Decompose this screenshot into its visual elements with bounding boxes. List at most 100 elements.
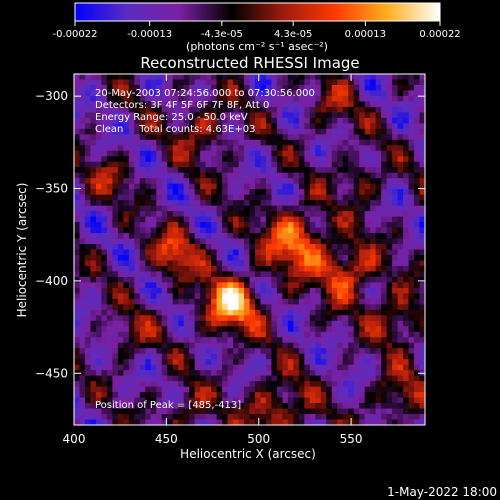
heatmap-cell [211, 309, 218, 316]
heatmap-cell [287, 84, 294, 92]
heatmap-cell [244, 128, 251, 135]
heatmap-cell [359, 265, 366, 273]
heatmap-cell [145, 123, 152, 130]
heatmap-cell [167, 381, 174, 388]
heatmap-cell [381, 254, 388, 262]
heatmap-cell [74, 194, 81, 201]
heatmap-cell [211, 249, 218, 256]
heatmap-cell [271, 178, 278, 185]
heatmap-cell [408, 353, 415, 360]
heatmap-cell [90, 106, 97, 113]
heatmap-cell [238, 364, 245, 371]
heatmap-cell [397, 276, 404, 283]
heatmap-cell [156, 101, 163, 108]
heatmap-cell [156, 95, 163, 103]
heatmap-cell [249, 161, 256, 168]
heatmap-cell [271, 128, 278, 135]
heatmap-cell [112, 249, 119, 256]
heatmap-cell [139, 359, 146, 366]
heatmap-cell [309, 293, 316, 300]
heatmap-cell [216, 386, 223, 393]
heatmap-cell [364, 123, 371, 130]
heatmap-cell [331, 271, 338, 278]
heatmap-cell [112, 315, 119, 322]
heatmap-cell [265, 156, 273, 163]
heatmap-cell [90, 403, 97, 410]
heatmap-cell [304, 304, 311, 311]
heatmap-cell [205, 381, 212, 388]
heatmap-cell [95, 200, 103, 207]
heatmap-cell [304, 414, 311, 421]
heatmap-cell [397, 95, 404, 103]
heatmap-cell [287, 128, 294, 135]
heatmap-cell [79, 216, 86, 223]
heatmap-cell [189, 287, 196, 294]
heatmap-cell [117, 156, 124, 163]
heatmap-cell [260, 244, 267, 251]
heatmap-cell [254, 260, 262, 267]
heatmap-cell [249, 95, 256, 103]
heatmap-cell [74, 254, 81, 262]
heatmap-cell [414, 84, 421, 92]
heatmap-cell [117, 298, 124, 305]
heatmap-cell [381, 183, 388, 190]
heatmap-cell [337, 320, 344, 327]
heatmap-cell [293, 293, 300, 300]
heatmap-cell [205, 414, 212, 421]
heatmap-cell [331, 331, 338, 338]
heatmap-cell [419, 216, 425, 223]
heatmap-cell [227, 172, 234, 179]
heatmap-cell [249, 205, 256, 212]
colorbar-units: (photons cm⁻² s⁻¹ asec⁻²) [186, 40, 328, 53]
heatmap-cell [101, 348, 108, 355]
heatmap-cell [315, 348, 322, 355]
heatmap-cell [74, 375, 81, 382]
heatmap-cell [315, 167, 322, 174]
heatmap-cell [304, 145, 311, 152]
heatmap-cell [117, 101, 124, 108]
heatmap-cell [271, 331, 278, 338]
heatmap-cell [112, 112, 119, 119]
heatmap-cell [123, 161, 130, 168]
heatmap-cell [293, 271, 300, 278]
heatmap-cell [101, 95, 108, 103]
heatmap-cell [337, 249, 344, 256]
heatmap-cell [392, 167, 399, 174]
heatmap-cell [337, 145, 344, 152]
heatmap-cell [392, 326, 399, 333]
heatmap-cell [309, 74, 316, 81]
heatmap-cell [293, 244, 300, 251]
heatmap-cell [359, 167, 366, 174]
heatmap-cell [112, 298, 119, 305]
heatmap-cell [375, 375, 382, 382]
heatmap-cell [167, 112, 174, 119]
heatmap-cell [364, 304, 371, 311]
heatmap-cell [381, 95, 388, 103]
heatmap-cell [353, 178, 360, 185]
heatmap-cell [112, 304, 119, 311]
heatmap-cell [249, 282, 256, 289]
heatmap-cell [227, 150, 234, 157]
heatmap-cell [386, 238, 393, 245]
heatmap-cell [200, 265, 207, 273]
heatmap-cell [408, 320, 415, 327]
heatmap-cell [74, 276, 81, 283]
heatmap-cell [134, 408, 141, 415]
heatmap-cell [326, 326, 333, 333]
heatmap-cell [375, 101, 382, 108]
heatmap-cell [353, 90, 360, 97]
heatmap-cell [342, 233, 349, 240]
heatmap-cell [414, 90, 421, 97]
heatmap-cell [178, 414, 185, 421]
heatmap-cell [419, 112, 425, 119]
heatmap-cell [90, 117, 97, 124]
heatmap-cell [194, 172, 201, 179]
heatmap-cell [189, 194, 196, 201]
heatmap-cell [117, 254, 124, 262]
heatmap-cell [353, 172, 360, 179]
heatmap-cell [139, 419, 146, 425]
heatmap-cell [370, 205, 377, 212]
heatmap-cell [123, 375, 130, 382]
heatmap-cell [156, 403, 163, 410]
heatmap-cell [249, 381, 256, 388]
